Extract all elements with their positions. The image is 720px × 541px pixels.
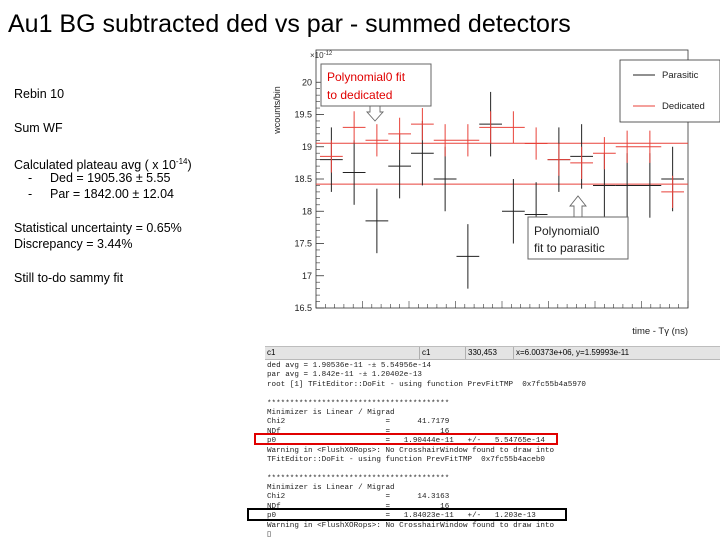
y-tick-label: 18 [302,206,312,216]
ded-line: - Ded = 1905.36 ± 5.55 [14,170,264,186]
canvas-name-cell-2: c1 [420,347,466,359]
plot-area: ×10-12 wcounts/bin time - Tγ (ns) 16.5 17… [266,44,720,344]
exponent-label: ×10-12 [310,51,333,60]
terminal-line: **************************************** [267,474,450,483]
y-axis-label: wcounts/bin [272,86,282,135]
callout-dedicated-arrow [365,105,385,122]
y-tick-label: 16.5 [294,303,312,313]
ded-value: Ded = 1905.36 ± 5.55 [50,171,171,185]
discrepancy-text: Discrepancy = 3.44% [14,237,133,251]
terminal-line: par avg = 1.842e-11 -± 1.20402e-13 [267,371,422,380]
terminal-line [267,390,586,399]
y-tick-label: 17 [302,271,312,281]
ded-vs-par-chart: ×10-12 wcounts/bin time - Tγ (ns) 16.5 17… [266,44,720,344]
callout-parasitic-line1: Polynomial0 [534,224,600,238]
terminal-line: Warning in <FlushXORops>: No CrosshairWi… [267,521,555,530]
terminal-line: Chi2 = 41.7179 [267,418,450,427]
par-line: - Par = 1842.00 ± 12.04 [14,186,264,202]
callout-parasitic-box [527,216,629,260]
plateau-exponent: -14 [175,157,188,166]
terminal-line: root [1] TFitEditor::DoFit - using funct… [267,380,586,389]
terminal-line: NDf = 16 [267,502,450,511]
x-axis-label: time - Tγ (ns) [632,326,688,337]
todo-text: Still to-do sammy fit [14,271,124,285]
terminal-line: Chi2 = 14.3163 [267,493,450,502]
legend-box [619,59,720,123]
terminal-line: Minimizer is Linear / Migrad [267,408,395,417]
pixel-coords-cell: 330,453 [466,347,514,359]
stat-uncertainty-text: Statistical uncertainty = 0.65% [14,221,182,235]
slide-title: Au1 BG subtracted ded vs par - summed de… [8,10,571,38]
terminal-status-bar: c1 c1 330,453 x=6.00373e+06, y=1.59993e-… [265,347,720,360]
terminal-line: NDf = 16 [267,427,450,436]
fit-lines [316,142,688,185]
callout-dedicated-box [320,63,432,107]
callout-dedicated-line2: to dedicated [327,88,392,102]
terminal-line: Warning in <FlushXORops>: No CrosshairWi… [267,446,555,455]
y-tick-label: 20 [302,77,312,87]
plateau-suffix: ) [187,158,192,173]
rebin-text: Rebin 10 [14,87,65,101]
parasitic-fit-highlight [247,508,567,521]
terminal-line: p0 = 1.90444e-11 +/- 5.54765e-14 [267,437,545,446]
data-points [320,91,684,289]
callout-parasitic: Polynomial0 fit to parasitic [527,195,629,260]
notes-panel: Rebin 10 Sum WF Calculated plateau avg (… [14,86,264,286]
plateau-prefix: Calculated plateau avg ( x 10 [14,158,176,173]
terminal-line [267,465,586,474]
sum-wf-text: Sum WF [14,121,63,135]
callout-parasitic-arrow [569,195,587,218]
legend-dedicated-label: Dedicated [662,101,705,112]
y-tick-label: 19 [302,142,312,152]
callout-dedicated: Polynomial0 fit to dedicated [320,63,432,122]
par-dash: - [28,187,33,201]
y-tick-label: 17.5 [294,239,312,249]
par-value: Par = 1842.00 ± 12.04 [50,187,174,201]
terminal-line: p0 = 1.84023e-11 +/- 1.203e-13 [267,512,536,521]
y-tick-label: 18.5 [294,174,312,184]
callout-parasitic-line2: fit to parasitic [534,241,605,255]
canvas-name-cell: c1 [265,347,420,359]
legend-parasitic-label: Parasitic [662,70,699,81]
world-coords-cell: x=6.00373e+06, y=1.59993e-11 [516,348,630,357]
terminal-line: Minimizer is Linear / Migrad [267,484,395,493]
callout-dedicated-line1: Polynomial0 fit [327,70,406,84]
y-tick-label: 19.5 [294,110,312,120]
y-axis-ticks: 16.5 17 17.5 18 18.5 19 19.5 20 [294,77,689,313]
terminal-line: **************************************** [267,399,450,408]
terminal-line: ded avg = 1.90536e-11 -± 5.54956e-14 [267,362,432,370]
terminal-line: TFitEditor::DoFit - using function PrevF… [267,455,545,464]
legend: Parasitic Dedicated [619,59,720,123]
dedicated-fit-highlight [254,433,558,445]
plateau-heading: Calculated plateau avg ( x 10-14) [14,154,264,173]
terminal-line: ▯ [267,531,272,540]
terminal-output[interactable]: ded avg = 1.90536e-11 -± 5.54956e-14 par … [267,362,586,540]
ded-dash: - [28,171,33,185]
